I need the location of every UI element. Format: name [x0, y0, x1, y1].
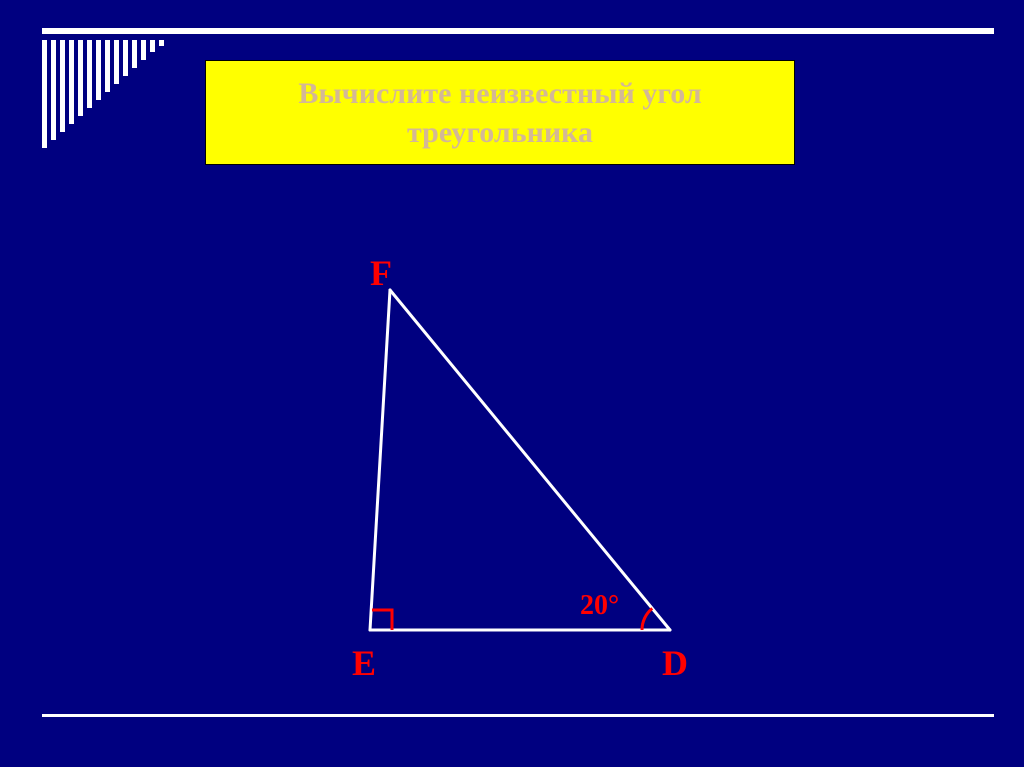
- title-line1: Вычислите неизвестный угол: [298, 77, 701, 110]
- stripe: [159, 40, 164, 46]
- vertex-label-F: F: [370, 252, 392, 294]
- angle-value-label: 20°: [580, 590, 619, 622]
- stripe: [69, 40, 74, 124]
- stripe: [78, 40, 83, 116]
- stripe: [96, 40, 101, 100]
- stripe: [105, 40, 110, 92]
- top-bar: [42, 28, 994, 34]
- triangle-svg: [330, 250, 730, 670]
- stripe: [51, 40, 56, 140]
- stripe: [132, 40, 137, 68]
- vertex-label-E: E: [352, 642, 376, 684]
- decorative-stripes: [42, 40, 164, 148]
- stripe: [150, 40, 155, 52]
- stripe: [123, 40, 128, 76]
- title-box: Вычислите неизвестный угол треугольника: [205, 60, 795, 165]
- stripe: [42, 40, 47, 148]
- triangle-diagram: F E D 20°: [330, 250, 730, 670]
- bottom-bar: [42, 714, 994, 717]
- stripe: [60, 40, 65, 132]
- stripe: [114, 40, 119, 84]
- vertex-label-D: D: [662, 642, 688, 684]
- stripe: [141, 40, 146, 60]
- stripe: [87, 40, 92, 108]
- title-line2: треугольника: [407, 116, 593, 149]
- title-text: Вычислите неизвестный угол треугольника: [298, 74, 701, 152]
